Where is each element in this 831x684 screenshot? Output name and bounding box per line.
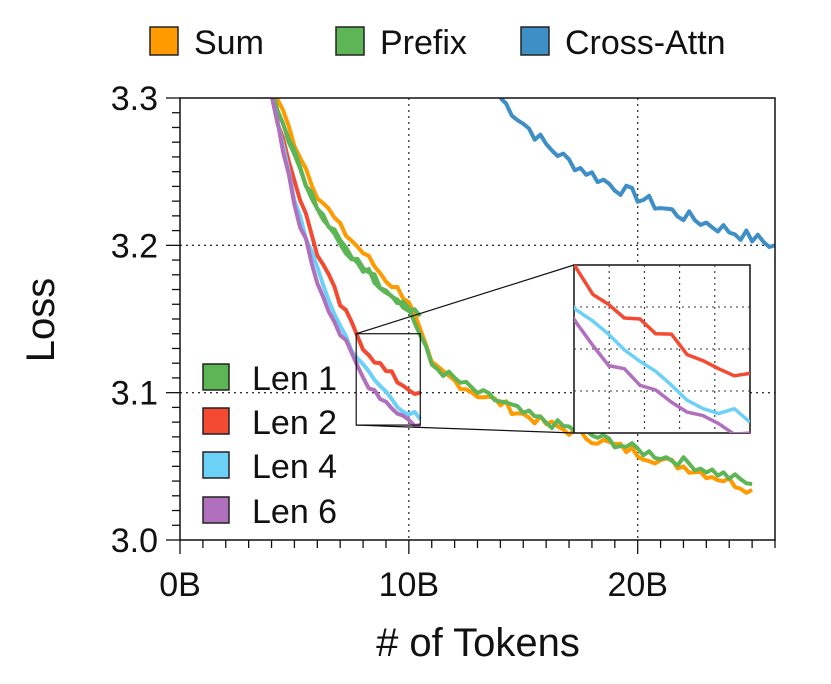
legend-label-len-4: Len 4 bbox=[252, 448, 337, 486]
inset-content bbox=[561, 127, 750, 433]
axes bbox=[166, 97, 776, 554]
y-tick-label: 3.2 bbox=[111, 227, 158, 265]
series-lines bbox=[270, 98, 775, 495]
legend-label-len-1: Len 1 bbox=[252, 360, 337, 398]
length-legend: Len 1 Len 2 Len 4 Len 6 bbox=[202, 360, 337, 531]
inset-line-len-4 bbox=[574, 305, 750, 424]
y-tick-label: 3.1 bbox=[111, 375, 158, 413]
tick-labels: 0B 10B 20B 3.0 3.1 3.2 3.3 bbox=[111, 80, 668, 604]
y-tick-label: 3.0 bbox=[111, 522, 158, 560]
zoom-connector-bottom bbox=[356, 424, 575, 434]
legend-swatch-len-1 bbox=[202, 363, 230, 391]
legend-label-len-2: Len 2 bbox=[252, 404, 337, 442]
zoom-connector-top bbox=[356, 264, 575, 335]
legend-label-prefix: Prefix bbox=[380, 24, 467, 62]
y-tick-label: 3.3 bbox=[111, 80, 158, 118]
legend-label-len-6: Len 6 bbox=[252, 493, 337, 531]
y-axis-title: Loss bbox=[19, 278, 63, 363]
zoom-inset bbox=[355, 127, 751, 434]
legend-swatch-prefix bbox=[335, 26, 365, 56]
inset-line-len-6 bbox=[574, 315, 750, 433]
legend-swatch-len-4 bbox=[202, 451, 230, 479]
zoom-source-box bbox=[355, 333, 421, 426]
grid-lines bbox=[180, 98, 775, 540]
series-line-len-6 bbox=[270, 98, 421, 428]
legend-swatch-sum bbox=[149, 26, 179, 56]
inset-line-len-2 bbox=[574, 265, 750, 378]
x-tick-label: 10B bbox=[379, 566, 440, 604]
legend-label-cross-attn: Cross-Attn bbox=[565, 24, 726, 62]
top-legend: Sum Prefix Cross-Attn bbox=[149, 24, 726, 62]
series-line-len-2 bbox=[270, 98, 421, 396]
x-tick-label: 0B bbox=[159, 566, 201, 604]
x-tick-label: 20B bbox=[607, 566, 668, 604]
series-line-len-1 bbox=[272, 98, 422, 318]
legend-swatch-len-6 bbox=[202, 496, 230, 524]
legend-swatch-cross-attn bbox=[520, 26, 550, 56]
inset-panel bbox=[573, 264, 751, 434]
legend-swatch-len-2 bbox=[202, 407, 230, 435]
series-line-cross-attn bbox=[499, 98, 775, 249]
inset-line-len-1 bbox=[561, 127, 750, 233]
legend-label-sum: Sum bbox=[194, 24, 264, 62]
x-axis-title: # of Tokens bbox=[376, 621, 580, 665]
